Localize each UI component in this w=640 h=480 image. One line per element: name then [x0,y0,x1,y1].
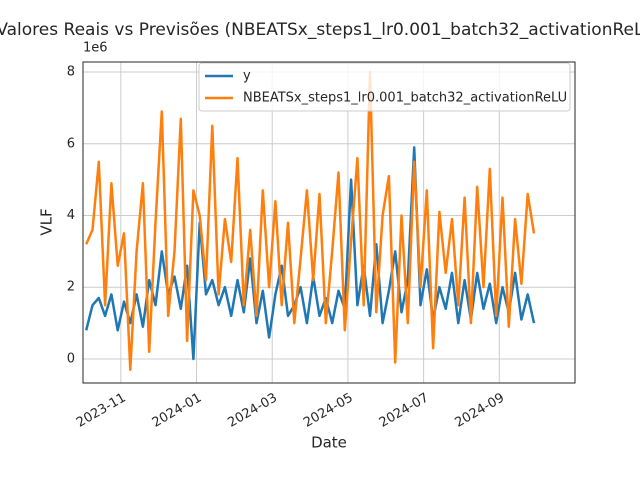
x-tick-label: 2024-07 [377,391,432,431]
x-axis-label: Date [311,434,347,452]
x-tick-label: 2024-03 [225,391,280,431]
y-tick-label: 0 [67,351,75,366]
legend-label: NBEATSx_steps1_lr0.001_batch32_activatio… [243,91,567,106]
y-tick-label: 8 [67,65,75,80]
y-tick-label: 6 [67,136,75,151]
chart-title: Valores Reais vs Previsões (NBEATSx_step… [0,20,640,40]
y-offset-label: 1e6 [83,41,108,56]
series-line [84,146,536,361]
y-tick-label: 4 [67,208,75,223]
x-tick-label: 2024-09 [453,391,508,431]
y-tick-label: 2 [67,280,75,295]
x-tick-label: 2023-11 [74,391,129,431]
y-axis-label: VLF [38,208,56,235]
legend-box [198,62,571,112]
plot-frame [82,61,576,384]
x-tick-label: 2024-05 [301,391,356,431]
legend-label: y [243,69,251,84]
x-tick-label: 2024-01 [150,391,205,431]
series-line [85,70,536,371]
